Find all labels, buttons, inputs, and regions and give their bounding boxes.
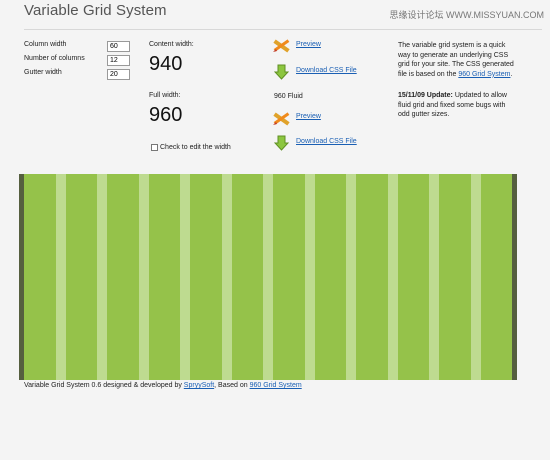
grid-preview	[19, 174, 517, 380]
update-text: Updated to allow fluid grid and fixed so…	[398, 92, 507, 119]
pencil-ruler-icon[interactable]	[272, 110, 291, 127]
grid-gutter	[470, 174, 481, 380]
column-width-input[interactable]	[107, 41, 130, 52]
download-arrow-icon[interactable]	[274, 135, 289, 151]
gutter-width-input[interactable]	[107, 69, 130, 80]
grid-gutter	[97, 174, 107, 380]
grid-gutter	[429, 174, 439, 380]
grid-gutter	[138, 174, 149, 380]
update-note: 15/11/09 Update: Updated to allow fluid …	[398, 91, 518, 120]
pencil-ruler-icon[interactable]	[272, 37, 291, 54]
update-title: 15/11/09 Update:	[398, 92, 453, 99]
fluid-download-css-link[interactable]: Download CSS File	[296, 138, 357, 145]
watermark: 思缘设计论坛 WWW.MISSYUAN.COM	[389, 10, 545, 20]
columns-label: Number of columns	[24, 55, 85, 62]
author-link[interactable]: SpryySoft	[183, 382, 215, 389]
edit-width-label: Check to edit the width	[160, 144, 231, 151]
gutter-width-label: Gutter width	[24, 69, 62, 76]
grid-gutter	[263, 174, 273, 380]
source-link[interactable]: 960 Grid System	[249, 382, 302, 389]
edit-width-checkbox[interactable]	[151, 144, 158, 151]
grid-gutter	[55, 174, 66, 380]
fluid-title: 960 Fluid	[274, 93, 303, 100]
intro-text-body: The variable grid system is a quick way …	[398, 42, 514, 78]
intro-text-end: .	[510, 70, 513, 78]
full-width-value: 960	[149, 104, 183, 126]
columns-input[interactable]	[107, 55, 130, 66]
grid-gutter	[304, 174, 315, 380]
download-arrow-icon[interactable]	[274, 64, 289, 80]
grid-gutter	[180, 174, 190, 380]
preview-link[interactable]: Preview	[296, 41, 321, 48]
footer: Variable Grid System 0.6 designed & deve…	[24, 382, 302, 389]
960-grid-link[interactable]: 960 Grid System	[458, 70, 511, 78]
download-css-link[interactable]: Download CSS File	[296, 67, 357, 74]
content-width-label: Content width:	[149, 41, 194, 48]
page-title: Variable Grid System	[24, 2, 167, 19]
full-width-label: Full width:	[149, 92, 181, 99]
grid-gutter	[346, 174, 356, 380]
grid-gutter	[387, 174, 398, 380]
intro-text: The variable grid system is a quick way …	[398, 41, 518, 79]
grid-gutter	[221, 174, 232, 380]
column-width-label: Column width	[24, 41, 67, 48]
content-width-value: 940	[149, 53, 183, 75]
fluid-preview-link[interactable]: Preview	[296, 113, 321, 120]
header-divider	[24, 29, 542, 30]
footer-text: Variable Grid System 0.6 designed & deve…	[24, 382, 184, 389]
footer-text-mid: , Based on	[214, 382, 250, 389]
